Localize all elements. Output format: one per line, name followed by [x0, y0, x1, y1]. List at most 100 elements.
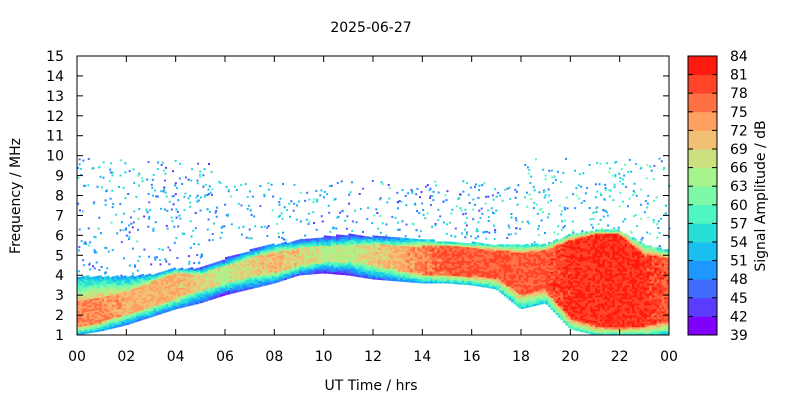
- noise-cell: [77, 270, 80, 273]
- signal-cell: [200, 282, 204, 286]
- signal-cell: [197, 273, 201, 276]
- signal-cell: [503, 256, 507, 259]
- signal-cell: [160, 299, 164, 302]
- signal-cell: [274, 274, 278, 278]
- signal-cell: [313, 265, 317, 269]
- signal-cell: [257, 283, 260, 286]
- noise-cell: [127, 193, 130, 195]
- signal-cell: [84, 305, 88, 308]
- signal-cell: [217, 283, 221, 286]
- signal-cell: [212, 294, 216, 298]
- signal-cell: [459, 264, 463, 267]
- noise-cell: [487, 216, 490, 218]
- signal-cell: [444, 271, 448, 274]
- noise-cell: [633, 215, 635, 218]
- signal-cell: [348, 237, 352, 240]
- signal-cell: [316, 247, 320, 251]
- signal-cell: [466, 282, 470, 286]
- signal-cell: [138, 292, 142, 296]
- signal-cell: [106, 289, 110, 292]
- signal-cell: [528, 295, 532, 298]
- signal-cell: [308, 242, 312, 245]
- signal-cell: [77, 310, 80, 314]
- signal-cell: [461, 252, 465, 255]
- noise-cell: [251, 195, 254, 198]
- signal-cell: [521, 280, 524, 284]
- signal-cell: [133, 284, 137, 287]
- noise-cell: [483, 230, 486, 233]
- signal-cell: [432, 281, 435, 284]
- signal-cell: [170, 280, 174, 283]
- signal-cell: [333, 272, 337, 275]
- signal-cell: [358, 263, 361, 266]
- signal-cell: [530, 282, 534, 285]
- signal-cell: [276, 256, 280, 259]
- signal-cell: [380, 277, 384, 281]
- noise-cell: [501, 199, 504, 202]
- signal-cell: [363, 237, 366, 241]
- signal-cell: [242, 272, 246, 276]
- noise-cell: [154, 189, 156, 192]
- signal-cell: [116, 301, 120, 304]
- signal-cell: [375, 249, 379, 252]
- signal-cell: [422, 263, 426, 266]
- noise-cell: [152, 229, 155, 232]
- noise-cell: [207, 192, 210, 195]
- signal-cell: [525, 285, 529, 288]
- noise-cell: [158, 259, 161, 261]
- signal-cell: [521, 284, 524, 288]
- signal-cell: [387, 240, 391, 243]
- noise-cell: [100, 266, 103, 268]
- signal-cell: [373, 259, 376, 262]
- signal-cell: [429, 253, 433, 256]
- noise-cell: [622, 220, 625, 223]
- noise-cell: [596, 190, 599, 193]
- signal-cell: [86, 281, 90, 284]
- noise-cell: [348, 202, 351, 205]
- signal-cell: [84, 331, 88, 334]
- signal-cell: [121, 290, 125, 293]
- signal-cell: [89, 312, 93, 316]
- signal-cell: [284, 277, 287, 280]
- signal-cell: [99, 325, 102, 328]
- signal-cell: [276, 260, 280, 263]
- noise-cell: [507, 233, 510, 236]
- signal-cell: [262, 283, 265, 287]
- signal-cell: [210, 269, 213, 272]
- noise-cell: [510, 233, 512, 236]
- signal-cell: [471, 241, 475, 244]
- signal-cell: [77, 322, 80, 326]
- signal-cell: [296, 267, 300, 270]
- noise-cell: [263, 225, 266, 228]
- signal-cell: [491, 284, 495, 287]
- signal-cell: [173, 283, 176, 286]
- signal-cell: [153, 305, 157, 309]
- signal-cell: [259, 258, 263, 261]
- signal-cell: [148, 283, 152, 286]
- signal-cell: [111, 326, 115, 329]
- signal-cell: [377, 269, 381, 273]
- signal-cell: [86, 283, 90, 286]
- signal-cell: [516, 260, 519, 263]
- signal-cell: [106, 285, 110, 288]
- signal-cell: [178, 300, 181, 303]
- signal-cell: [284, 243, 287, 247]
- signal-cell: [414, 252, 418, 256]
- noise-cell: [663, 213, 666, 216]
- signal-cell: [202, 289, 206, 293]
- signal-cell: [447, 253, 450, 256]
- signal-cell: [451, 261, 455, 265]
- signal-cell: [239, 289, 243, 292]
- signal-cell: [281, 262, 285, 265]
- signal-cell: [146, 298, 149, 301]
- signal-cell: [355, 260, 359, 263]
- signal-cell: [397, 245, 401, 248]
- signal-cell: [289, 260, 292, 263]
- signal-cell: [355, 256, 359, 259]
- signal-cell: [210, 285, 213, 288]
- signal-cell: [382, 254, 386, 257]
- signal-cell: [402, 247, 406, 251]
- signal-cell: [269, 256, 273, 259]
- noise-cell: [611, 174, 614, 177]
- signal-cell: [185, 274, 189, 277]
